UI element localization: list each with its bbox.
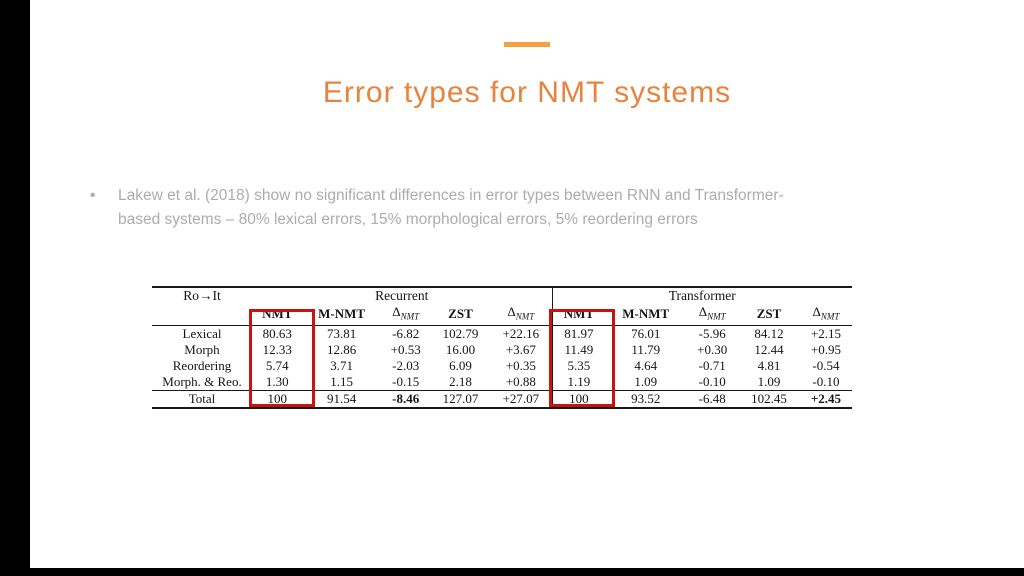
value-cell: 3.71 (330, 357, 353, 373)
value-cell: 12.33 (262, 341, 292, 357)
value-cell: 2.18 (449, 373, 472, 389)
value-cell: 73.81 (326, 325, 357, 341)
value-cell: -0.71 (698, 357, 726, 373)
value-cell: 1.09 (634, 373, 658, 389)
bullet-text: Lakew et al. (2018) show no significant … (118, 184, 890, 232)
total-cell: 91.54 (302, 389, 381, 408)
row-label: Morph. & Reo. (162, 373, 242, 389)
col-header: ΔNMT (799, 304, 852, 326)
col-header: NMT (252, 304, 303, 326)
page-title: Error types for NMT systems (322, 76, 732, 109)
value-cell: 12.44 (754, 341, 784, 357)
group-header-transformer: Transformer (551, 287, 852, 304)
value-cell: +22.16 (502, 325, 540, 341)
value-cell: 76.01 (631, 325, 661, 341)
value-cell: +0.53 (390, 341, 421, 357)
group-header-recurrent: Recurrent (375, 288, 429, 303)
value-cell: -2.03 (392, 357, 420, 373)
corner-label: Ro→It (152, 287, 252, 326)
value-cell: 84.12 (754, 325, 784, 341)
bullet-item: • Lakew et al. (2018) show no significan… (90, 184, 890, 232)
table-row: Lexical 80.63 73.81 -6.82 102.79 +22.16 81.97 7… (152, 325, 852, 342)
value-cell: 4.64 (634, 357, 658, 373)
value-cell: 81.97 (551, 325, 606, 342)
bullet-marker: • (90, 187, 96, 204)
total-label: Total (152, 389, 252, 408)
value-cell: +3.67 (505, 341, 536, 357)
value-cell: 1.19 (551, 373, 606, 391)
col-header-row: NMT M-NMT ΔNMT ZST ΔNMT NMT M-NMT ΔNMT ZST ΔNMT (152, 304, 852, 326)
value-cell: 5.35 (551, 357, 606, 374)
table-row: Reordering 5.74 3.71 -2.03 6.09 +0.35 5.35 4.64… (152, 357, 852, 374)
letterbox-bottom-bar (0, 568, 1024, 576)
value-cell: 6.09 (449, 357, 472, 373)
value-cell: 1.09 (757, 373, 781, 389)
value-cell: 11.49 (551, 341, 606, 358)
letterbox-left-bar (0, 0, 30, 576)
value-cell: 11.79 (631, 341, 661, 357)
value-cell: -0.54 (812, 357, 840, 373)
col-header: M-NMT (302, 304, 381, 326)
value-cell: +0.88 (505, 373, 536, 389)
col-header: M-NMT (605, 304, 687, 326)
col-header: ΔNMT (490, 304, 552, 326)
value-cell: +0.35 (505, 357, 536, 373)
value-cell: 16.00 (445, 341, 476, 357)
bullet-line-2: based systems – 80% lexical errors, 15% … (118, 211, 698, 228)
value-cell: -0.15 (392, 373, 420, 389)
row-label: Reordering (172, 357, 232, 373)
value-cell: +0.95 (810, 341, 841, 357)
col-header: ΔNMT (686, 304, 739, 326)
value-cell: 80.63 (262, 325, 292, 341)
value-cell: 102.79 (442, 325, 479, 341)
value-cell: -0.10 (812, 373, 840, 389)
value-cell: -5.96 (698, 325, 726, 341)
total-cell: 102.45 (738, 389, 800, 408)
total-row: Total 100 91.54 -8.46 127.07 +27.07 100 93.52 -6… (152, 389, 852, 408)
value-cell: +2.15 (810, 325, 841, 341)
col-header: ZST (430, 304, 491, 326)
total-cell: -8.46 (380, 389, 431, 408)
value-cell: 12.86 (326, 341, 357, 357)
total-cell: 127.07 (430, 389, 491, 408)
total-cell: +2.45 (799, 389, 852, 408)
value-cell: 1.15 (330, 373, 353, 389)
results-table: Ro→It Recurrent Transformer NMT M-NMT ΔNMT… (152, 286, 852, 409)
total-cell: -6.48 (686, 389, 739, 408)
total-cell: 100 (252, 389, 303, 408)
table-row: Morph. & Reo. 1.30 1.15 -0.15 2.18 +0.88 1.19 1… (152, 373, 852, 391)
value-cell: 1.30 (265, 373, 289, 389)
col-header: NMT (551, 304, 606, 326)
slide: Error types for NMT systems • Lakew et a… (30, 0, 1024, 568)
total-cell: 100 (551, 389, 606, 408)
total-cell: 93.52 (605, 389, 687, 408)
value-cell: -6.82 (392, 325, 420, 341)
value-cell: 5.74 (265, 357, 289, 373)
value-cell: +0.30 (697, 341, 728, 357)
accent-bar (504, 42, 550, 47)
table-body: Lexical 80.63 73.81 -6.82 102.79 +22.16 81.97 7… (152, 325, 852, 391)
group-header-row: Ro→It Recurrent Transformer (152, 287, 852, 326)
value-cell: -0.10 (698, 373, 726, 389)
row-label: Morph (184, 341, 220, 357)
col-header: ZST (738, 304, 800, 326)
total-cell: +27.07 (490, 389, 552, 408)
table-row: Morph 12.33 12.86 +0.53 16.00 +3.67 11.49 11.79… (152, 341, 852, 358)
col-header: ΔNMT (380, 304, 431, 326)
bullet-line-1: Lakew et al. (2018) show no significant … (118, 187, 784, 204)
value-cell: 4.81 (757, 357, 781, 373)
row-label: Lexical (182, 325, 222, 341)
